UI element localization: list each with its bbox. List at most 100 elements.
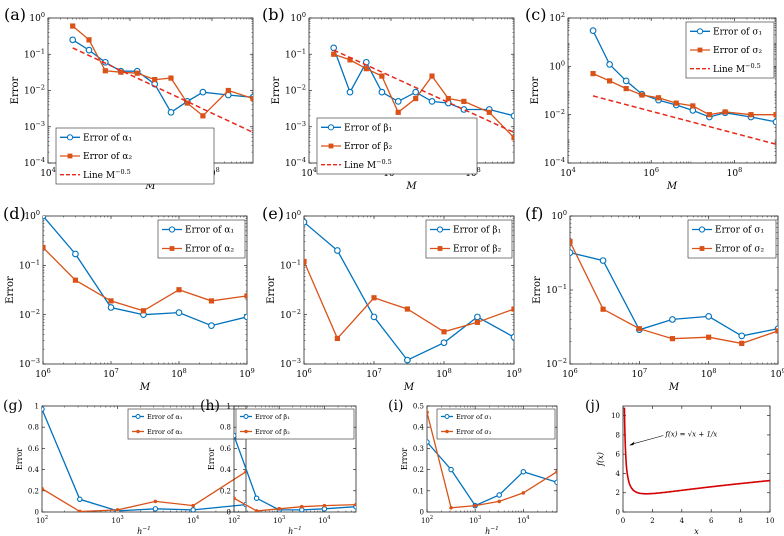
data-point [72,277,79,283]
x-tick-label: 104 [187,515,199,525]
legend-marker [168,226,176,233]
data-point [706,334,712,340]
legend-marker [243,414,249,419]
legend-marker [135,414,141,419]
x-tick-label: 103 [112,515,124,525]
data-point [739,340,745,346]
data-point [639,92,645,98]
legend-label: Error of β₂ [453,245,502,255]
y-tick-label: 10−3 [24,120,45,133]
data-point [322,503,327,508]
data-point [244,469,246,474]
x-tick-label: 8 [738,517,742,525]
y-tick-label: 10−2 [280,308,301,321]
x-tick-label: 106 [643,166,659,179]
legend-f: Error of σ₁ Error of σ₂ [687,219,777,259]
data-point [669,336,676,342]
data-point [511,306,514,312]
legend-box [687,219,777,259]
y-axis-label: Error [271,76,282,104]
data-point [427,410,429,415]
series-line [72,47,253,134]
y-tick-label: 10−2 [24,84,45,97]
y-tick-label: 0.8 [220,424,231,432]
data-point [334,247,341,254]
data-point [655,95,662,101]
y-tick-label: 6 [616,451,621,459]
y-axis-label: Error [10,76,21,104]
panel-j: 0 2 4 6 8 10 0 2 4 6 8 10 x f(x) (j) f(x) = √x + 1/x [585,398,774,536]
data-point [378,88,386,96]
panel-d: 106 107 108 109 10−3 10−2 10−1 100 M Error (d) Erro… [3,204,255,393]
x-tick-label: 108 [436,367,452,380]
data-point [413,95,419,102]
axes-box-e [303,215,515,365]
y-axis-label: f(x) [596,452,605,467]
data-point [43,216,47,220]
series-g-1 [42,469,246,512]
y-tick-label: 100 [549,59,565,72]
y-tick-label: 10−4 [285,156,306,169]
x-tick-label: 104 [517,515,529,525]
data-point [331,51,337,57]
series-line [427,441,557,507]
legend-box [425,219,513,259]
legend-box [436,408,556,440]
y-tick-label: 1 [35,402,39,410]
data-point [304,258,307,265]
series-line [333,47,514,117]
annotation-arrow [630,435,664,445]
legend-label: Error of β₁ [344,124,392,134]
y-tick-label: 0 [35,508,39,516]
data-point [152,506,159,512]
data-point [134,70,140,76]
x-axis-label: M [403,382,415,393]
plot-area-i [427,410,557,510]
y-tick-label: 0.6 [220,445,232,453]
legend-marker [169,246,175,251]
data-point [184,100,190,106]
legend-label: Error of σ₂ [715,245,765,255]
data-point [555,469,557,474]
data-point [460,106,468,113]
data-point [70,23,76,29]
legend-marker [328,143,334,149]
data-point [606,61,613,68]
data-point [191,503,195,508]
series-c-1 [590,71,776,118]
y-axis-label: Error [400,448,409,470]
y-axis-label: Error [532,276,543,304]
legend-label: Error of σ₁ [456,413,492,421]
data-point [428,98,436,105]
y-tick-label: 2 [616,489,620,497]
legend-label: Error of σ₂ [456,428,492,436]
data-point [175,309,183,316]
data-point [85,46,93,54]
y-tick-label: 100 [285,209,301,222]
legend-label: Error of β₂ [344,142,393,152]
data-point [394,98,402,105]
x-tick-label: 4 [680,517,685,525]
y-tick-label: 10−1 [280,258,301,271]
data-point [72,250,79,258]
data-point [636,326,642,332]
legend-label: Error of β₂ [255,428,290,436]
x-axis-label: h−1 [137,526,151,536]
data-point [570,249,574,256]
data-point [254,509,259,512]
data-point [427,439,430,445]
x-tick-label: 107 [632,367,648,380]
y-tick-label: 10−2 [19,308,40,321]
legend-label: Error of α₁ [185,226,234,236]
panel-f: 106 107 108 109 10−2 10−1 100 M Error (f) Error of… [525,204,784,393]
series-b-2 [333,49,514,134]
data-point [473,503,477,508]
x-axis-label: M [666,181,678,192]
axes-box-h [233,405,357,513]
data-point [520,468,527,475]
data-point [199,88,207,96]
data-point [208,322,215,329]
y-tick-label: 0.4 [28,466,40,474]
y-tick-label: 10−4 [544,156,565,169]
legend-a: Error of α₁ Error of α₂ Line M−0.5 [55,127,215,185]
